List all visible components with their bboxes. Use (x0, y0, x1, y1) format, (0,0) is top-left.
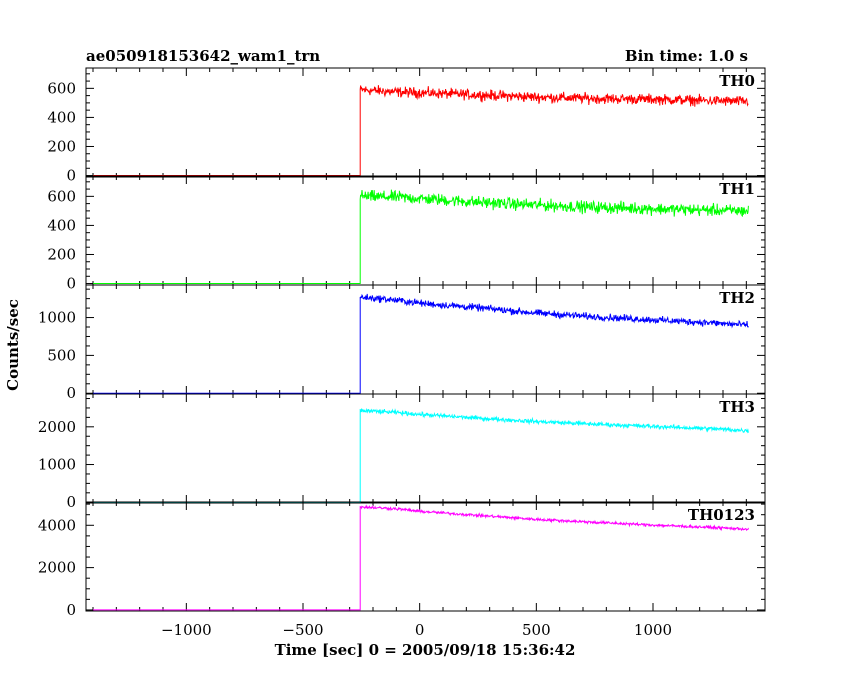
panel-th0: 0 200 400 600 TH0 (47, 67, 766, 185)
panel-stack: 0 200 400 600 TH0 0 200 400 600 TH1 0 500 1000 TH2 0 10… (38, 67, 766, 639)
panel-frame (85, 501, 766, 612)
bin-time-label: Bin time: 1.0 s (625, 47, 748, 65)
y-tick-label: 0 (66, 601, 76, 619)
series-label: TH2 (719, 289, 755, 307)
y-tick-label: 0 (66, 275, 76, 293)
panel-frame (85, 175, 766, 286)
y-tick-label: 1000 (38, 309, 76, 327)
x-tick-label: −1000 (161, 621, 212, 639)
panel-frame (85, 67, 766, 178)
x-tick-label: 500 (522, 621, 551, 639)
y-tick-label: 200 (47, 137, 76, 155)
y-tick-label: 400 (47, 216, 76, 234)
x-tick-label: 0 (415, 621, 425, 639)
series-line-th0 (93, 85, 749, 176)
y-tick-label: 0 (66, 384, 76, 402)
panel-th0123: 0 2000 4000 TH0123 (38, 501, 766, 619)
y-tick-label: 200 (47, 245, 76, 263)
series-label: TH0 (719, 72, 755, 90)
y-tick-label: 600 (47, 79, 76, 97)
series-line-th1 (93, 189, 749, 284)
y-tick-label: 0 (66, 167, 76, 185)
y-tick-label: 600 (47, 187, 76, 205)
y-tick-label: 2000 (38, 559, 76, 577)
y-tick-label: 2000 (38, 418, 76, 436)
chart-title: ae050918153642_wam1_trn (86, 47, 320, 65)
series-label: TH1 (719, 180, 755, 198)
y-tick-label: 1000 (38, 456, 76, 474)
y-tick-label: 4000 (38, 516, 76, 534)
panel-frame (85, 393, 766, 504)
y-tick-label: 0 (66, 493, 76, 511)
y-tick-label: 500 (47, 346, 76, 364)
panel-th3: 0 1000 2000 TH3 (38, 393, 766, 511)
panel-th2: 0 500 1000 TH2 (38, 284, 766, 402)
series-label: TH0123 (688, 506, 755, 524)
series-line-th3 (93, 407, 749, 503)
x-tick-label: −500 (282, 621, 323, 639)
panel-th1: 0 200 400 600 TH1 (47, 175, 766, 293)
x-tick-label: 1000 (634, 621, 672, 639)
x-axis-label: Time [sec] 0 = 2005/09/18 15:36:42 (275, 641, 576, 659)
series-line-th2 (93, 293, 749, 394)
y-axis-label: Counts/sec (4, 299, 22, 391)
series-line-th0123 (93, 504, 749, 611)
y-tick-label: 400 (47, 108, 76, 126)
series-label: TH3 (719, 398, 755, 416)
